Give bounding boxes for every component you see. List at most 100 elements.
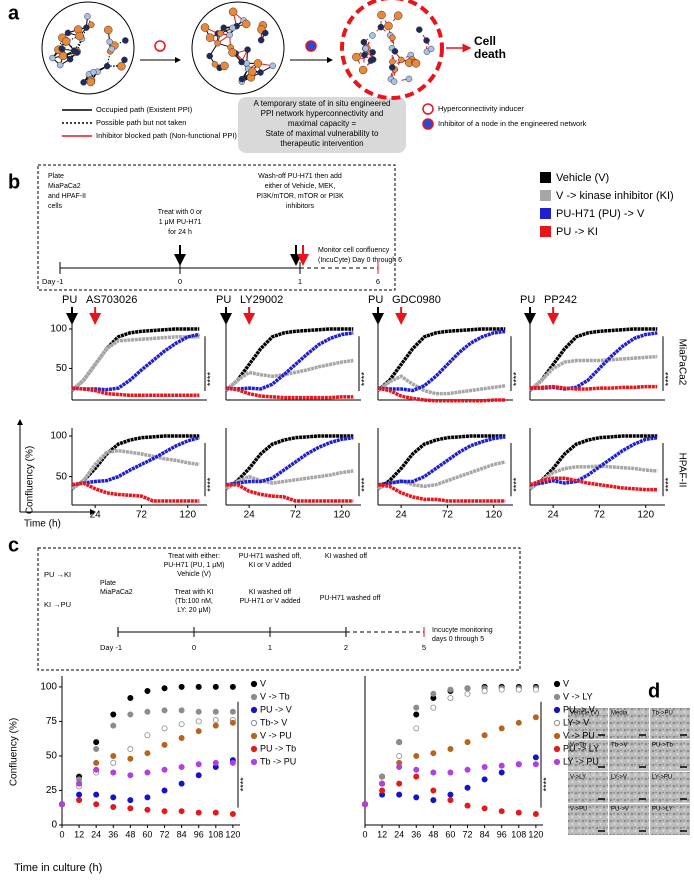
legend-marker [554,720,559,725]
point [196,810,201,815]
legend-label: Inhibitor blocked path (Non-functional P… [96,131,237,140]
label: PI3K/mTOR, mTOR or PI3K [256,193,344,200]
legend-label: PU -> V [563,704,595,714]
point [213,760,218,765]
x-tick-label: 84 [480,829,490,839]
significance: **** [359,372,369,387]
timeline-box [38,165,395,290]
point [448,746,453,751]
point [533,715,538,720]
point [362,802,367,807]
panel-label: c [8,534,19,556]
point [414,767,419,772]
point [499,809,504,814]
significance: **** [511,372,521,387]
legend-label: Tb-> V [260,717,287,727]
series-line [378,331,505,390]
series-line [226,329,353,391]
point [379,774,384,779]
box-text: therapeutic intervention [280,139,363,148]
chart-title: LY29002 [240,294,283,306]
node [207,53,213,59]
node [239,59,245,65]
point [448,798,453,803]
point [179,735,184,740]
significance: **** [238,777,248,792]
point [94,760,99,765]
x-tick-label: 48 [125,829,135,839]
point [213,684,218,689]
point [76,781,81,786]
point [59,802,64,807]
label: 2 [344,643,348,652]
point [196,684,201,689]
label: PU-H71 washed off, [239,553,302,560]
node [370,49,376,55]
series-line [72,483,199,501]
x-tick-label: 24 [91,829,101,839]
label: Plate [100,580,116,587]
point [230,684,235,689]
legend-marker [251,746,256,751]
legend-label: PU -> KI [556,226,598,238]
point [196,719,201,724]
point [162,788,167,793]
point [499,763,504,768]
y-tick-label: 100 [40,682,57,693]
node [270,63,276,69]
series-line [226,333,353,389]
x-tick-label: 24 [396,510,408,521]
label: KI or V added [249,562,292,569]
node [363,46,369,52]
label: Treat with KI [174,589,213,596]
point [431,770,436,775]
point [111,804,116,809]
axis-title: Confluency (%) [9,718,20,786]
point [111,753,116,758]
x-tick-label: 96 [497,829,507,839]
legend-label: PU -> V [260,704,292,714]
x-tick-label: 24 [90,510,102,521]
label: Monitor cell confluency [318,247,390,254]
x-tick-label: 96 [194,829,204,839]
node [104,63,110,69]
label: KI washed off [249,589,291,596]
x-tick-label: 24 [548,510,560,521]
label: PU →KI [44,570,71,579]
node [71,48,77,54]
node [90,69,96,75]
point [162,726,167,731]
legend-label: V -> PU [563,730,595,740]
point [213,723,218,728]
node [212,61,218,67]
label: 1 μM PU-H71 [159,219,202,226]
node [389,59,395,65]
x-tick-label: 36 [108,829,118,839]
point [179,764,184,769]
node [398,57,404,63]
point [162,742,167,747]
chart-title: PP242 [544,294,577,306]
point [230,720,235,725]
point [448,695,453,700]
node [361,39,367,45]
point [499,770,504,775]
x-tick-label: 120 [333,510,350,521]
point [414,726,419,731]
node [242,20,250,28]
label: cells [48,203,63,210]
point [448,770,453,775]
point [145,795,150,800]
legend-marker [554,746,559,751]
box-text: State of maximal vulnerability to [266,129,379,138]
point [162,686,167,691]
point [94,792,99,797]
label: PU->Tb [652,743,674,749]
label: days 0 through 5 [432,636,484,643]
node [67,56,73,62]
node [384,22,392,30]
node [258,37,264,43]
significance: **** [511,477,521,492]
inducer-icon [423,104,433,114]
point [414,712,419,717]
